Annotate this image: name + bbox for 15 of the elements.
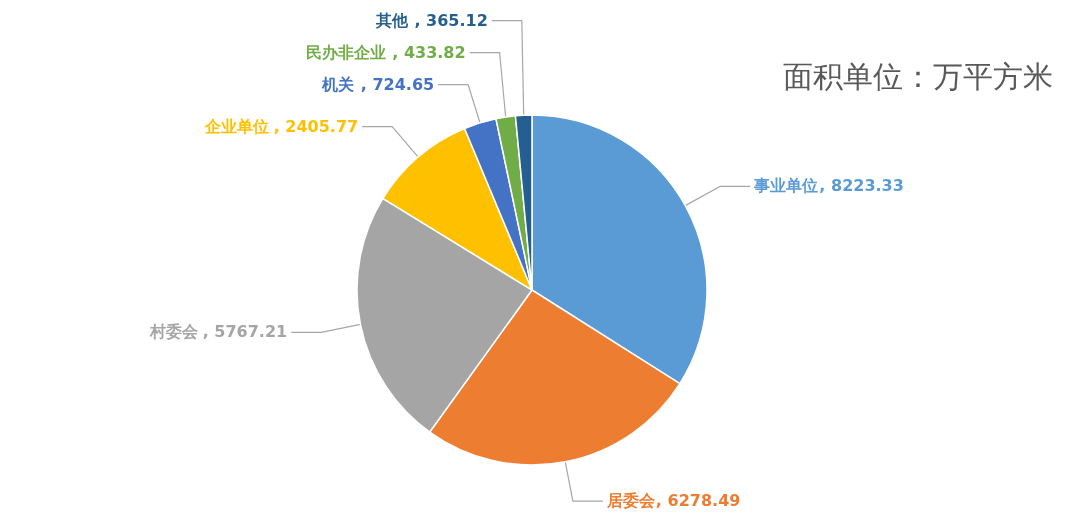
slice-label: 机关 (321, 74, 355, 94)
data-label: , 365.12 (414, 10, 488, 30)
data-label: , 6278.49 (655, 491, 741, 511)
data-label: , 2405.77 (273, 116, 359, 136)
data-label: , 5767.21 (202, 322, 288, 342)
slice-label: 民办非企业 (305, 42, 386, 62)
slice-label: 村委会 (148, 322, 199, 342)
slice-label: 企业单位 (203, 116, 269, 136)
data-label: , 433.82 (392, 42, 466, 62)
data-label: , 8223.33 (819, 176, 904, 196)
slice-label: 居委会 (605, 491, 656, 511)
text: 面积单位：万平方米 (783, 59, 1053, 94)
slice-label: 其他 (375, 10, 410, 30)
data-label: , 724.65 (360, 74, 435, 94)
slice-label: 事业单位 (753, 176, 819, 196)
